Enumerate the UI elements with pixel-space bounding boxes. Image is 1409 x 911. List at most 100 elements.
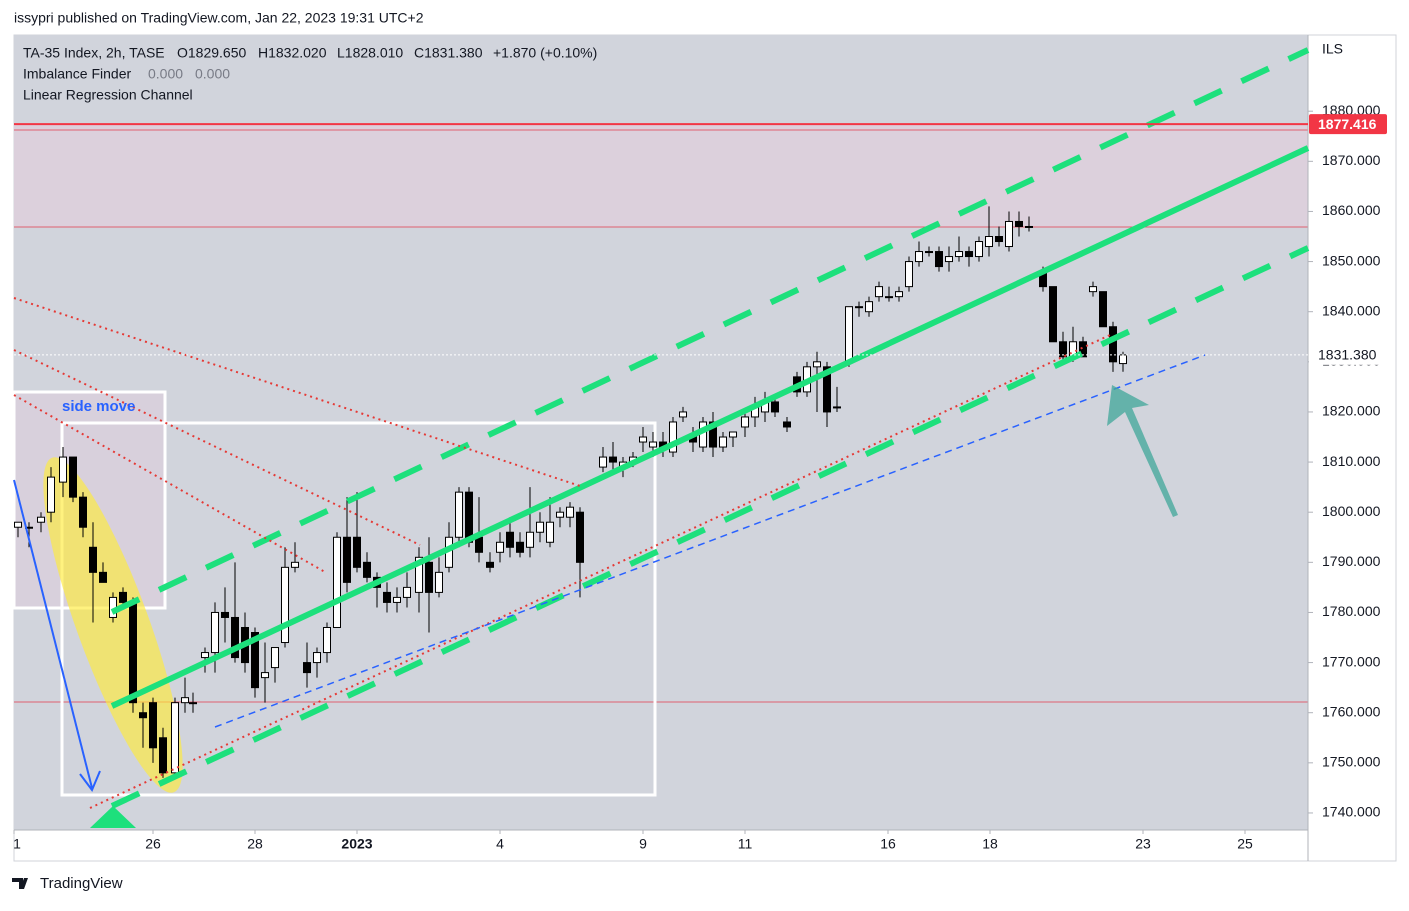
arrow: [13, 479, 93, 789]
candle-body: [875, 286, 883, 298]
candle-body: [89, 546, 97, 573]
x-tick-label: 28: [247, 836, 263, 852]
candle-body: [303, 662, 311, 674]
candle-body: [159, 737, 167, 774]
candle-body: [313, 652, 321, 664]
candle-body: [679, 411, 687, 418]
trend-line: [89, 334, 1111, 809]
candle-body: [455, 491, 463, 538]
candle-body: [719, 436, 727, 448]
candle-body: [129, 601, 137, 704]
candle-body: [823, 366, 831, 413]
candle-body: [506, 531, 514, 548]
x-tick-label: 4: [496, 836, 504, 852]
candle-body: [1059, 341, 1067, 358]
candle-body: [546, 521, 554, 543]
candle-body: [1049, 286, 1057, 343]
candle-body: [291, 561, 299, 568]
candle-body: [945, 256, 953, 263]
drawings: [13, 47, 1310, 809]
candle-body: [69, 456, 77, 498]
channel-upper: [110, 47, 1310, 615]
candle-body: [556, 511, 564, 518]
y-tick-label: 1760.000: [1322, 703, 1381, 719]
y-tick-label: 1820.000: [1322, 403, 1381, 419]
x-tick-label: 26: [145, 836, 161, 852]
candle-body: [486, 561, 494, 568]
candle-body: [741, 416, 749, 428]
candle-body: [833, 406, 841, 409]
footer-logo: [12, 878, 28, 889]
y-tick-label: 1790.000: [1322, 553, 1381, 569]
candle-body: [845, 306, 853, 363]
y-tick-label: 1870.000: [1322, 152, 1381, 168]
candle-body: [343, 536, 351, 583]
candle-body: [181, 697, 189, 704]
candle-body: [333, 536, 341, 628]
footer: TradingView: [40, 875, 123, 892]
candle-body: [465, 491, 473, 543]
x-tick-label: 1: [13, 836, 21, 852]
candle-body: [139, 712, 147, 719]
y-tick-label: 1850.000: [1322, 252, 1381, 268]
candle-body: [609, 456, 617, 463]
candle-body: [985, 236, 993, 248]
candle-body: [639, 436, 647, 443]
candle-body: [925, 251, 933, 254]
candle-body: [1099, 291, 1107, 328]
candle-body: [119, 591, 127, 603]
y-tick-label: 1810.000: [1322, 453, 1381, 469]
x-tick-label: 25: [1237, 836, 1253, 852]
candle-body: [221, 611, 229, 618]
candle-body: [895, 291, 903, 298]
legend-title: TA-35 Index, 2h, TASE: [23, 45, 165, 61]
zone: [14, 124, 1308, 227]
indicator-value: 0.000: [195, 66, 230, 82]
candle-body: [171, 702, 179, 774]
y-tick-label: 1780.000: [1322, 603, 1381, 619]
candle-body: [536, 521, 544, 533]
candle-body: [516, 541, 524, 553]
candle-body: [995, 236, 1003, 243]
candle-body: [59, 456, 67, 483]
price-label-box: [1309, 114, 1387, 135]
candle-body: [649, 441, 657, 448]
price-label-box: [1309, 344, 1387, 365]
candle-body: [915, 251, 923, 263]
candle-body: [935, 251, 943, 268]
candle-body: [855, 306, 863, 309]
candle-body: [885, 296, 893, 299]
candle-body: [1025, 225, 1033, 228]
indicator-name: Linear Regression Channel: [23, 87, 193, 103]
candle-body: [403, 586, 411, 598]
x-tick-label: 23: [1135, 836, 1151, 852]
candle-body: [1005, 220, 1013, 248]
arrow-head: [79, 770, 101, 792]
candle-body: [526, 531, 534, 548]
legend-ohlc: C1831.380: [414, 45, 483, 61]
indicator-name: Imbalance Finder: [23, 66, 132, 82]
candle-body: [475, 536, 483, 553]
candle-body: [865, 301, 873, 313]
candle-body: [1015, 220, 1023, 227]
channel-middle: [110, 145, 1310, 709]
y-tick-label: 1860.000: [1322, 202, 1381, 218]
currency: ILS: [1322, 41, 1343, 57]
candle-body: [1109, 326, 1117, 363]
indicator-value: 0.000: [148, 66, 183, 82]
candle-body: [261, 672, 269, 679]
annotation: side move: [62, 398, 135, 415]
candle-body: [281, 566, 289, 644]
candle-body: [905, 261, 913, 288]
candle-body: [251, 632, 259, 689]
candle-body: [813, 361, 821, 368]
candle-body: [189, 702, 197, 705]
candle-body: [1079, 341, 1087, 358]
price-label: 1877.416: [1318, 116, 1377, 132]
candle-body: [363, 561, 371, 578]
legend-ohlc: L1828.010: [337, 45, 403, 61]
legend: TA-35 Index, 2h, TASE O1829.650 H1832.02…: [23, 45, 597, 103]
candle-body: [201, 652, 209, 659]
candle-body: [99, 571, 107, 583]
